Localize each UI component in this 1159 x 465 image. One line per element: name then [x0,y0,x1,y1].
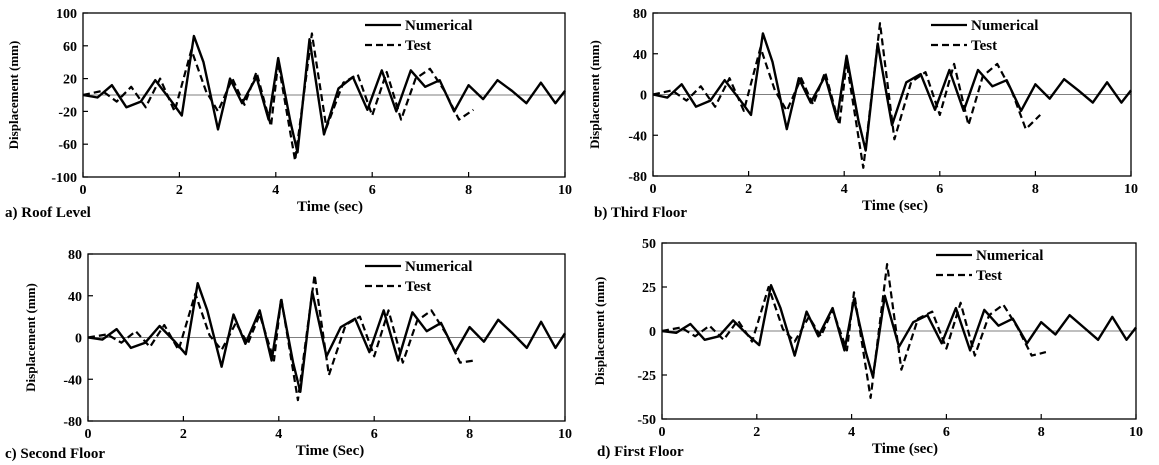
x-tick-label: 8 [466,427,473,442]
panel-second-floor: -80 -40 0 40 80 0 2 4 6 8 10 Numerical Test Time (Sec… [5,248,572,462]
x-tick-label: 6 [936,182,943,197]
x-tick-label: 10 [558,427,572,442]
y-tick-label: -100 [51,171,77,186]
y-tick-label: -80 [63,415,82,430]
x-tick-label: 4 [275,427,282,442]
series-line-numerical [82,34,566,154]
x-tick-label: 0 [659,425,666,440]
legend-label: Test [971,38,997,54]
y-axis-label: Displacement (mm) [587,40,602,149]
legend-label: Numerical [971,18,1038,34]
y-tick-label: -50 [637,413,656,428]
y-tick-label: 0 [649,325,656,340]
y-tick-label: 20 [63,73,77,88]
y-tick-label: -60 [58,138,77,153]
x-axis-label: Time (Sec) [296,443,364,459]
x-tick-label: 8 [1032,182,1039,197]
y-tick-label: 50 [642,237,656,252]
legend-label: Test [405,279,431,295]
y-tick-label: -20 [58,105,77,120]
series-line-test [82,32,475,162]
x-tick-label: 0 [650,182,657,197]
legend-label: Numerical [405,259,472,275]
y-tick-label: -40 [63,373,82,388]
x-tick-label: 4 [848,425,855,440]
y-axis-label: Displacement (mm) [592,277,607,386]
x-tick-label: 8 [465,183,472,198]
x-tick-label: 4 [272,183,279,198]
x-tick-label: 4 [841,182,848,197]
y-tick-label: 100 [56,7,77,22]
x-tick-label: 2 [180,427,187,442]
series-line-test [652,22,1041,169]
series-line-numerical [652,32,1132,152]
legend-label: Numerical [405,18,472,34]
y-axis-label: Displacement (mm) [23,283,38,392]
panel-caption: a) Roof Level [5,205,91,221]
x-tick-label: 2 [745,182,752,197]
panel-roof-level: -100 -60 -20 20 60 100 0 2 4 6 8 10 Numerical Test Tim… [5,7,572,221]
y-tick-label: -25 [637,369,656,384]
panel-caption: b) Third Floor [594,205,687,221]
y-tick-label: 25 [642,281,656,296]
legend-label: Numerical [976,248,1043,264]
x-tick-label: 10 [1124,182,1138,197]
y-tick-label: 80 [633,7,647,22]
x-axis-label: Time (sec) [872,441,938,457]
x-tick-label: 0 [80,183,87,198]
x-tick-label: 6 [943,425,950,440]
x-axis-label: Time (sec) [862,198,928,214]
panel-third-floor: -80 -40 0 40 80 0 2 4 6 8 10 Numerical Test Time (sec… [587,7,1138,221]
panel-first-floor: -50 -25 0 25 50 0 2 4 6 8 10 Numerical Test Time (sec… [592,237,1143,460]
x-tick-label: 6 [369,183,376,198]
x-axis-label: Time (sec) [297,199,363,215]
legend-label: Test [976,268,1002,284]
x-tick-label: 10 [558,183,572,198]
y-tick-label: 60 [63,40,77,55]
x-tick-label: 2 [176,183,183,198]
x-tick-label: 6 [371,427,378,442]
y-axis-label: Displacement (mm) [6,41,21,150]
series-line-test [661,263,1047,399]
x-tick-label: 10 [1129,425,1143,440]
y-tick-label: -80 [628,170,647,185]
y-tick-label: -40 [628,129,647,144]
panel-caption: d) First Floor [597,444,684,460]
legend-label: Test [405,38,431,54]
y-tick-label: 40 [633,48,647,63]
x-tick-label: 2 [753,425,760,440]
y-tick-label: 0 [640,89,647,104]
y-tick-label: 0 [75,332,82,347]
series-line-test [87,273,475,402]
x-tick-label: 8 [1038,425,1045,440]
panel-caption: c) Second Floor [5,446,105,462]
y-tick-label: 80 [68,248,82,263]
y-tick-label: 40 [68,290,82,305]
x-tick-label: 0 [85,427,92,442]
